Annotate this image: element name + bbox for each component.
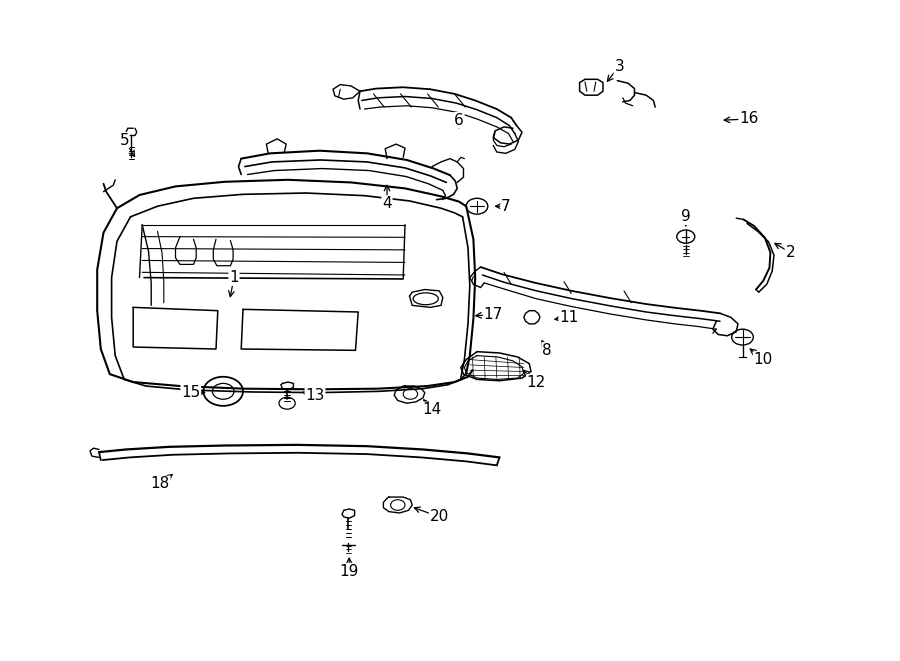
Text: 11: 11 — [559, 310, 579, 325]
Text: 4: 4 — [382, 196, 392, 211]
Text: 13: 13 — [305, 388, 325, 403]
Text: 8: 8 — [543, 343, 552, 358]
Text: 10: 10 — [753, 352, 773, 367]
Text: 19: 19 — [339, 564, 359, 578]
Text: 12: 12 — [526, 375, 546, 389]
Text: 7: 7 — [501, 199, 510, 214]
Text: 2: 2 — [786, 245, 795, 260]
Text: 18: 18 — [150, 477, 170, 491]
Text: 5: 5 — [120, 133, 129, 147]
Text: 17: 17 — [483, 307, 503, 322]
Text: 3: 3 — [615, 59, 624, 73]
Text: 9: 9 — [681, 210, 690, 224]
Text: 15: 15 — [181, 385, 201, 400]
Text: 6: 6 — [454, 113, 464, 128]
Text: 1: 1 — [230, 270, 238, 285]
Text: 16: 16 — [739, 112, 759, 126]
Text: 14: 14 — [422, 403, 442, 417]
Text: 20: 20 — [429, 510, 449, 524]
